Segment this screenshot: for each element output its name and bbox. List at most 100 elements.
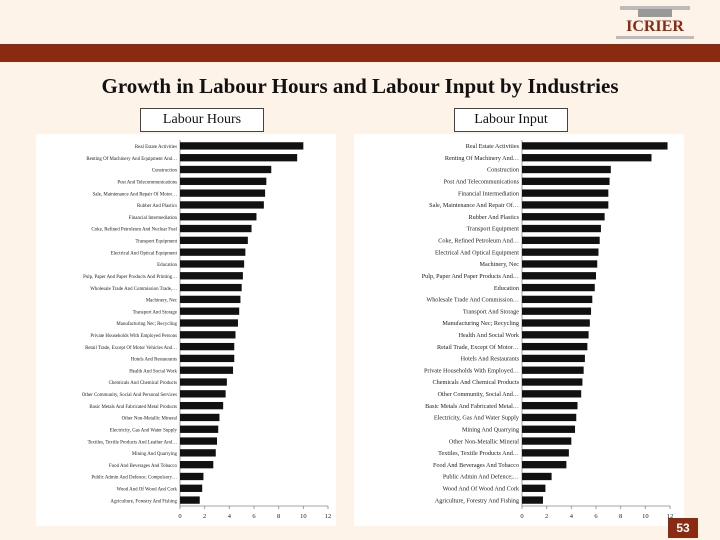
category-label: Pulp, Paper And Paper Products And Print… — [83, 275, 177, 280]
category-label: Hotels And Restaurants — [461, 356, 520, 363]
category-label: Wholesale Trade And Commission… — [426, 297, 519, 304]
category-label: Coke, Refined Petroleum And… — [438, 238, 519, 245]
category-label: Sale, Maintenance And Repair Of Motor… — [93, 192, 178, 197]
bar — [522, 213, 605, 221]
bar — [522, 354, 585, 363]
labour-hours-label: Labour Hours — [140, 108, 264, 132]
category-label: Rubber And Plastics — [137, 204, 177, 209]
category-label: Electricity, Gas And Water Supply — [434, 415, 520, 422]
category-label: Transport And Storage — [463, 308, 519, 315]
bar — [180, 354, 235, 363]
bar — [522, 295, 593, 304]
category-label: Wood And Of Wood And Cork — [443, 485, 520, 492]
category-label: Post And Telecommunications — [444, 179, 520, 186]
category-label: Transport Equipment — [135, 240, 177, 245]
bar — [180, 401, 224, 410]
bar — [180, 331, 236, 339]
x-tick-label: 8 — [277, 513, 280, 520]
bar — [180, 307, 240, 315]
category-label: Financial Intermediation — [458, 190, 519, 197]
category-label: Health And Social Work — [129, 369, 177, 374]
bar — [180, 449, 216, 457]
bar — [522, 390, 582, 398]
bar — [180, 390, 226, 398]
bar — [180, 236, 248, 245]
bar — [522, 331, 589, 339]
bar — [522, 378, 583, 386]
category-label: Other Community, Social And Personal Ser… — [82, 393, 177, 398]
bar — [180, 378, 227, 386]
x-tick-label: 8 — [619, 513, 622, 520]
bar — [180, 189, 266, 197]
category-label: Electrical And Optical Equipment — [111, 251, 178, 256]
bar — [522, 272, 596, 280]
bar — [522, 401, 578, 410]
bar — [522, 154, 652, 162]
bar — [522, 236, 600, 245]
header-band — [0, 44, 720, 62]
bar — [180, 295, 241, 304]
bar — [522, 342, 588, 351]
category-label: Private Households With Employed Persons — [90, 334, 177, 339]
bar — [180, 201, 264, 209]
category-label: Financial Intermediation — [129, 216, 178, 221]
bar — [522, 319, 590, 327]
category-label: Private Households With Employed… — [424, 367, 519, 374]
bar — [522, 437, 572, 445]
page-number: 53 — [668, 518, 698, 538]
bar — [522, 413, 577, 422]
category-label: Construction — [487, 167, 519, 174]
bar — [180, 437, 217, 445]
labour-input-panel: Real Estate Activities Renting Of Machine… — [354, 134, 684, 526]
bar — [180, 142, 304, 150]
category-label: Other Non-Metallic Mineral — [449, 438, 519, 445]
x-tick-label: 12 — [325, 513, 332, 520]
bar — [522, 484, 546, 492]
bar — [180, 425, 219, 433]
x-tick-label: 2 — [203, 513, 206, 520]
x-tick-label: 12 — [667, 513, 674, 520]
bar — [180, 342, 235, 351]
category-label: Pulp, Paper And Paper Products And… — [422, 273, 519, 280]
category-label: Mining And Quarrying — [132, 452, 178, 457]
category-label: Transport Equipment — [466, 226, 519, 233]
category-label: Chemicals And Chemical Products — [109, 381, 177, 386]
category-label: Mining And Quarrying — [462, 426, 519, 433]
category-label: Chemicals And Chemical Products — [433, 379, 520, 386]
category-label: Post And Telecommunications — [117, 181, 177, 186]
category-label: Electrical And Optical Equipment — [435, 249, 519, 256]
x-tick-label: 10 — [642, 513, 649, 520]
category-label: Retail Trade, Except Of Motor… — [437, 344, 519, 351]
bar — [180, 224, 252, 233]
x-tick-label: 0 — [520, 513, 523, 520]
bar — [522, 201, 609, 209]
category-label: Food And Beverages And Tobacco — [433, 462, 519, 469]
category-label: Real Estate Activities — [135, 145, 177, 150]
x-tick-label: 4 — [570, 513, 574, 520]
category-label: Basic Metals And Fabricated Metal… — [425, 403, 519, 410]
bar — [522, 177, 610, 185]
category-label: Rubber And Plastics — [468, 214, 519, 221]
category-label: Coke, Refined Petroleum And Nuclear Fuel — [91, 228, 177, 233]
category-label: Health And Social Work — [459, 332, 520, 339]
bar — [180, 283, 242, 292]
category-label: Agriculture, Forestry And Fishing — [110, 499, 177, 504]
bar — [522, 366, 584, 374]
category-label: Renting Of Machinery And… — [445, 155, 519, 162]
x-tick-label: 4 — [228, 513, 232, 520]
bar — [180, 154, 298, 162]
bar — [180, 213, 257, 221]
logo-text: ICRIER — [626, 18, 684, 35]
bar — [180, 260, 245, 268]
x-tick-label: 0 — [178, 513, 181, 520]
category-label: Retail Trade, Except Of Motor Vehicles A… — [85, 346, 177, 351]
bar — [522, 461, 567, 469]
bar — [522, 248, 599, 256]
bar — [180, 461, 214, 469]
category-label: Hotels And Restaurants — [131, 358, 177, 363]
bar — [180, 366, 234, 374]
bar — [522, 189, 609, 197]
category-label: Manufacturing Nec; Recycling — [442, 320, 519, 327]
category-label: Transport And Storage — [133, 310, 177, 315]
labour-hours-panel: Real Estate Activities Renting Of Machine… — [36, 134, 336, 526]
